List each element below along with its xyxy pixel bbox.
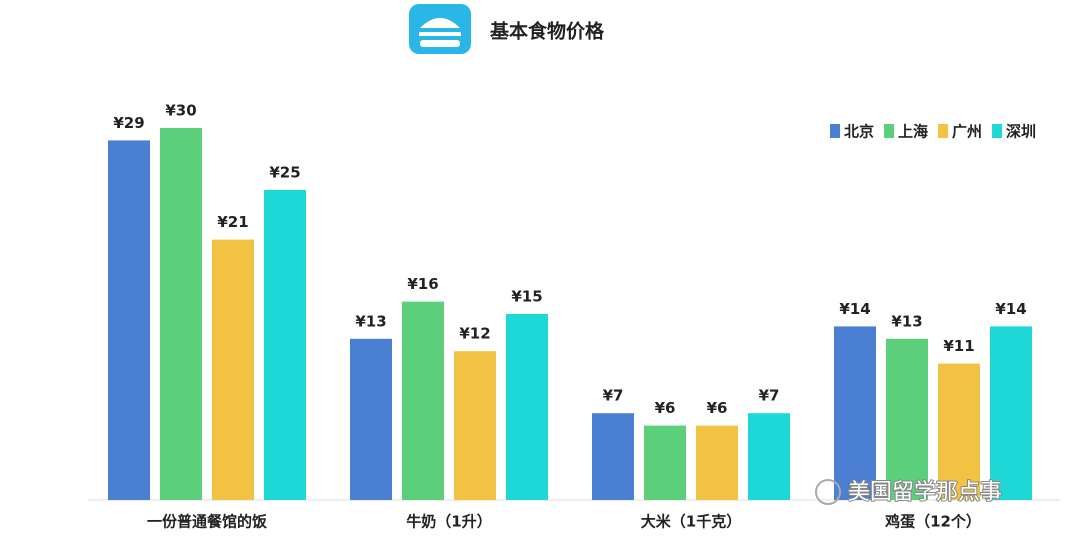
legend-label: 北京	[844, 123, 874, 141]
bar	[990, 326, 1032, 500]
chart-title: 基本食物价格	[489, 20, 605, 43]
value-label: ¥12	[459, 325, 490, 343]
value-label: ¥30	[165, 102, 196, 120]
value-label: ¥7	[603, 387, 624, 405]
bar	[264, 190, 306, 500]
x-tick-label: 一份普通餐馆的饭	[147, 513, 267, 531]
bar	[108, 140, 150, 500]
value-label: ¥15	[511, 288, 542, 306]
legend-label: 上海	[898, 123, 928, 141]
x-tick-label: 大米（1千克）	[641, 513, 741, 531]
bar	[834, 326, 876, 500]
bar	[350, 338, 392, 500]
bar	[402, 301, 444, 500]
legend-swatch	[992, 124, 1003, 138]
bar	[886, 338, 928, 500]
bar	[212, 239, 254, 500]
value-label: ¥11	[943, 337, 974, 355]
value-label: ¥13	[355, 312, 386, 330]
bar	[696, 425, 738, 500]
value-label: ¥25	[269, 164, 300, 182]
value-label: ¥29	[113, 114, 144, 132]
value-label: ¥14	[839, 300, 870, 318]
legend-swatch	[884, 124, 895, 138]
watermark-icon	[815, 479, 841, 505]
burger-icon	[409, 4, 471, 54]
watermark: 美国留学那点事	[848, 480, 1002, 505]
value-label: ¥21	[217, 213, 248, 231]
value-label: ¥16	[407, 275, 438, 293]
value-label: ¥14	[995, 300, 1026, 318]
bar	[160, 128, 202, 500]
x-tick-label: 鸡蛋（12个）	[884, 513, 981, 531]
bar	[592, 413, 634, 500]
value-label: ¥6	[655, 399, 676, 417]
legend-label: 广州	[952, 123, 982, 141]
bar	[454, 351, 496, 500]
legend-swatch	[938, 124, 949, 138]
bar	[644, 425, 686, 500]
bar	[506, 314, 548, 500]
x-tick-label: 牛奶（1升）	[406, 513, 491, 531]
value-label: ¥7	[759, 387, 780, 405]
legend-label: 深圳	[1006, 123, 1036, 141]
value-label: ¥6	[707, 399, 728, 417]
bar	[938, 363, 980, 500]
bar	[748, 413, 790, 500]
value-label: ¥13	[891, 312, 922, 330]
legend-swatch	[830, 124, 840, 138]
